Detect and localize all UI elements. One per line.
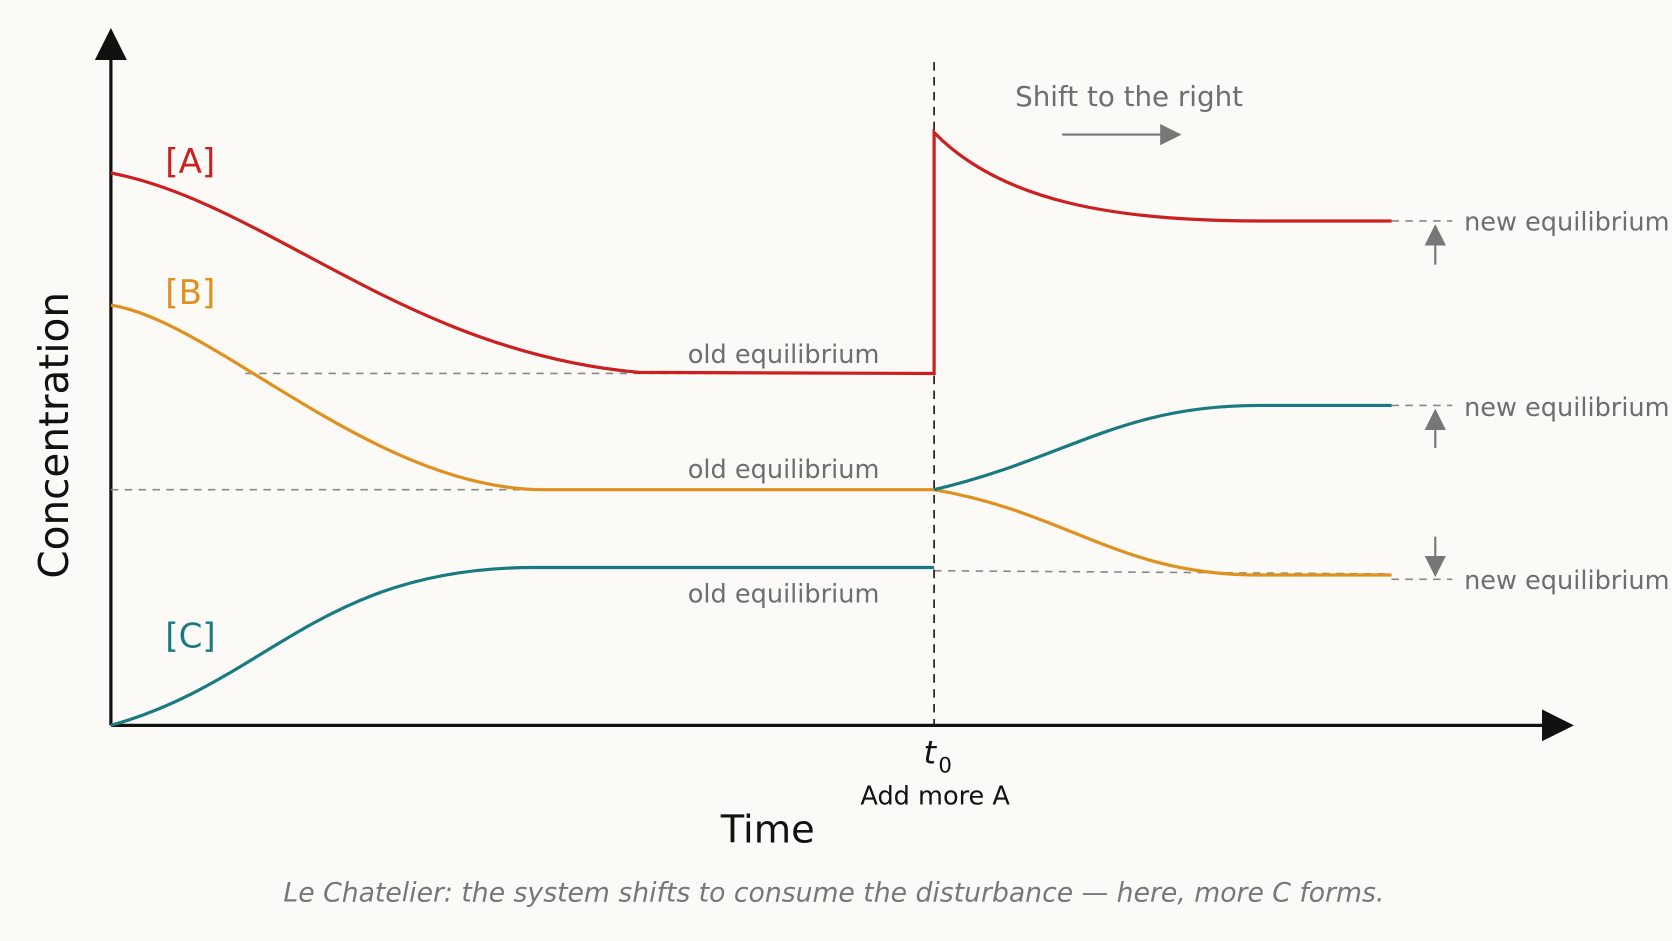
old-eq-label: old equilibrium [688, 455, 880, 485]
curve-c [110, 403, 1392, 727]
old-eq-label: old equilibrium [688, 340, 880, 370]
shift-arrows [1062, 123, 1446, 578]
curve-a [110, 128, 1392, 376]
species-label: [A] [165, 142, 215, 182]
curve-b [110, 303, 1392, 577]
species-label: [B] [165, 273, 215, 313]
new-eq-label: new equilibrium [1464, 208, 1670, 238]
x-axis-label: Time [720, 808, 815, 853]
caption: Le Chatelier: the system shifts to consu… [283, 877, 1384, 908]
new-eq-label: new equilibrium [1464, 393, 1670, 423]
t0-label: Add more A [860, 781, 1010, 811]
y-axis-label: Concentration [30, 292, 78, 579]
new-eq-label: new equilibrium [1464, 566, 1670, 596]
old-eq-label: old equilibrium [688, 580, 880, 610]
guides [110, 220, 1453, 581]
t0-subscript: 0 [938, 753, 952, 778]
t0-symbol: t [923, 734, 937, 772]
species-label: [C] [165, 617, 215, 657]
shift-label: Shift to the right [1015, 80, 1243, 113]
